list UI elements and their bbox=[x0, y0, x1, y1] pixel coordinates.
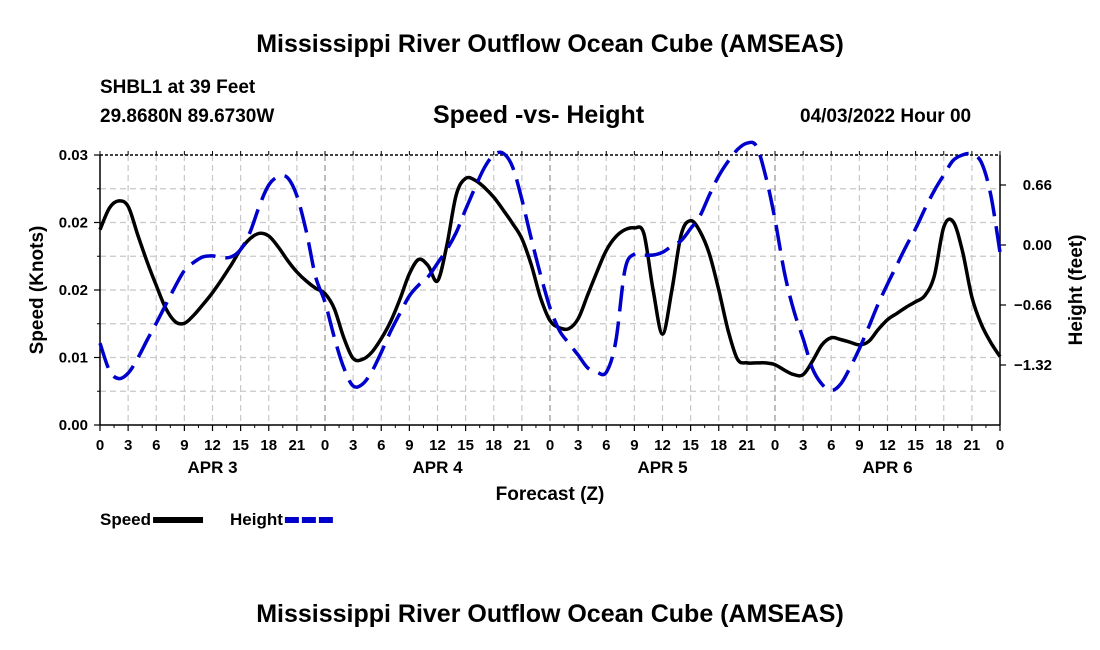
x-tick-label: 18 bbox=[935, 437, 952, 454]
main-title: Mississippi River Outflow Ocean Cube (AM… bbox=[256, 30, 844, 58]
x-tick-label: 3 bbox=[574, 437, 582, 454]
station-label: SHBL1 at 39 Feet bbox=[100, 77, 256, 98]
x-tick-label: 21 bbox=[964, 437, 981, 454]
x-tick-label: 3 bbox=[124, 437, 132, 454]
x-tick-label: 3 bbox=[349, 437, 357, 454]
x-tick-label: 15 bbox=[232, 437, 249, 454]
x-tick-label: 15 bbox=[457, 437, 474, 454]
x-tick-label: 6 bbox=[827, 437, 835, 454]
y2-tick-label: 0.66 bbox=[1023, 177, 1052, 194]
x-tick-label: 0 bbox=[546, 437, 554, 454]
y2-tick-label: −1.32 bbox=[1014, 357, 1052, 374]
x-axis-label: Forecast (Z) bbox=[496, 484, 605, 505]
y2-tick-label: −0.66 bbox=[1014, 297, 1052, 314]
x-tick-label: 15 bbox=[907, 437, 924, 454]
x-tick-label: 9 bbox=[630, 437, 638, 454]
y-tick-label: 0.02 bbox=[59, 282, 88, 299]
x-tick-label: 9 bbox=[405, 437, 413, 454]
footer-title: Mississippi River Outflow Ocean Cube (AM… bbox=[256, 600, 844, 628]
day-label: APR 6 bbox=[862, 458, 912, 477]
x-tick-label: 9 bbox=[855, 437, 863, 454]
x-tick-label: 12 bbox=[654, 437, 671, 454]
y2-tick-label: 0.00 bbox=[1023, 237, 1052, 254]
x-tick-label: 0 bbox=[771, 437, 779, 454]
x-tick-label: 3 bbox=[799, 437, 807, 454]
x-tick-label: 15 bbox=[682, 437, 699, 454]
coordinates-label: 29.8680N 89.6730W bbox=[100, 106, 275, 127]
x-tick-label: 9 bbox=[180, 437, 188, 454]
x-tick-label: 21 bbox=[739, 437, 756, 454]
series-line-height bbox=[98, 140, 1002, 393]
forecast-datetime: 04/03/2022 Hour 00 bbox=[800, 106, 972, 127]
x-tick-label: 0 bbox=[321, 437, 329, 454]
y-tick-label: 0.00 bbox=[59, 417, 88, 434]
y-tick-label: 0.02 bbox=[59, 215, 88, 232]
y-tick-label: 0.03 bbox=[59, 147, 88, 164]
x-tick-label: 12 bbox=[429, 437, 446, 454]
chart-subtitle: Speed -vs- Height bbox=[433, 101, 645, 129]
x-tick-label: 0 bbox=[996, 437, 1004, 454]
x-tick-label: 6 bbox=[377, 437, 385, 454]
x-tick-label: 21 bbox=[289, 437, 306, 454]
x-tick-label: 0 bbox=[96, 437, 104, 454]
x-tick-label: 6 bbox=[152, 437, 160, 454]
x-tick-label: 12 bbox=[204, 437, 221, 454]
x-tick-label: 18 bbox=[260, 437, 277, 454]
series-line-speed bbox=[98, 175, 1002, 378]
day-label: APR 3 bbox=[187, 458, 237, 477]
legend-label-speed: Speed bbox=[100, 510, 151, 529]
y2-axis-label: Height (feet) bbox=[1066, 235, 1087, 346]
x-tick-label: 6 bbox=[602, 437, 610, 454]
y-tick-label: 0.01 bbox=[59, 350, 88, 367]
x-tick-label: 12 bbox=[879, 437, 896, 454]
day-label: APR 4 bbox=[412, 458, 463, 477]
legend-label-height: Height bbox=[230, 510, 283, 529]
x-tick-label: 21 bbox=[514, 437, 531, 454]
day-label: APR 5 bbox=[637, 458, 687, 477]
y-axis-label: Speed (Knots) bbox=[27, 226, 48, 355]
x-tick-label: 18 bbox=[485, 437, 502, 454]
x-tick-label: 18 bbox=[710, 437, 727, 454]
